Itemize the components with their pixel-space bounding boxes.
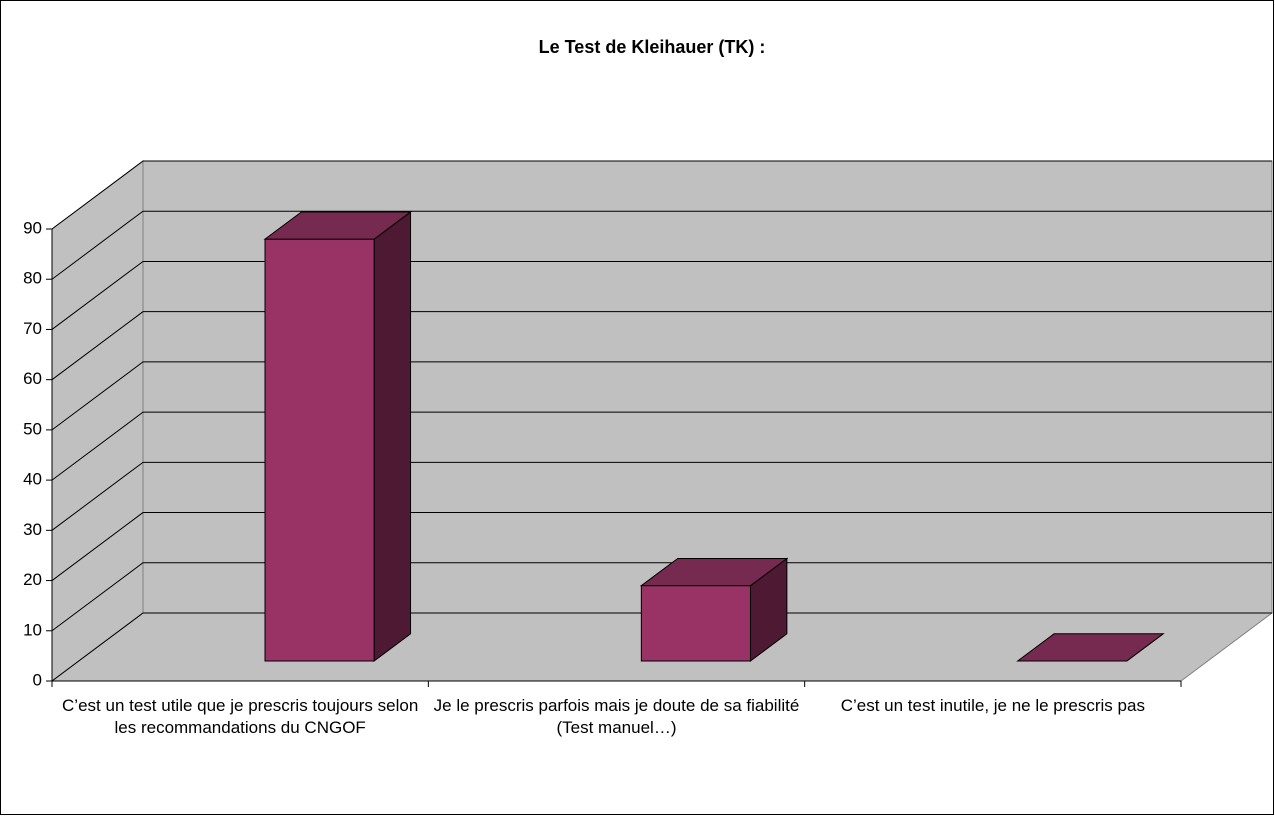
bar-top bbox=[1016, 633, 1165, 662]
grid-line bbox=[51, 562, 1272, 632]
y-tick-label: 0 bbox=[33, 670, 42, 689]
y-tick-label: 20 bbox=[23, 570, 42, 589]
y-tick-label: 50 bbox=[23, 419, 42, 438]
bar-front bbox=[640, 585, 751, 662]
y-tick-label: 30 bbox=[23, 520, 42, 539]
grid-line bbox=[51, 311, 1272, 381]
grid-line bbox=[51, 210, 1272, 280]
y-tick-label: 60 bbox=[23, 369, 42, 388]
y-tick-label: 40 bbox=[23, 470, 42, 489]
grid-line bbox=[51, 411, 1272, 481]
grid-line bbox=[51, 612, 1272, 682]
x-tick-label: C’est un test inutile, je ne le prescris… bbox=[840, 696, 1145, 715]
x-label-box: Je le prescris parfois mais je doute de … bbox=[433, 696, 800, 737]
bar-top bbox=[639, 557, 789, 587]
grid-line bbox=[51, 461, 1272, 531]
y-tick-label: 70 bbox=[23, 319, 42, 338]
grid-line bbox=[51, 361, 1272, 431]
grid-line bbox=[51, 260, 1272, 330]
bar-side bbox=[373, 210, 412, 663]
y-tick-label: 10 bbox=[23, 620, 42, 639]
chart-title: Le Test de Kleihauer (TK) : bbox=[539, 37, 766, 57]
x-label-box: C’est un test inutile, je ne le prescris… bbox=[840, 696, 1145, 715]
y-tick-label: 80 bbox=[23, 269, 42, 288]
bar-front bbox=[264, 238, 375, 662]
x-label-box: C’est un test utile que je prescris touj… bbox=[62, 696, 419, 737]
grid-line bbox=[51, 512, 1272, 581]
grid-line bbox=[51, 160, 1272, 230]
bar-top bbox=[263, 211, 413, 240]
side-wall bbox=[51, 160, 144, 682]
x-tick-label: C’est un test utile que je prescris touj… bbox=[62, 696, 419, 737]
x-tick-label: Je le prescris parfois mais je doute de … bbox=[433, 696, 800, 737]
y-tick-label: 90 bbox=[23, 218, 42, 237]
